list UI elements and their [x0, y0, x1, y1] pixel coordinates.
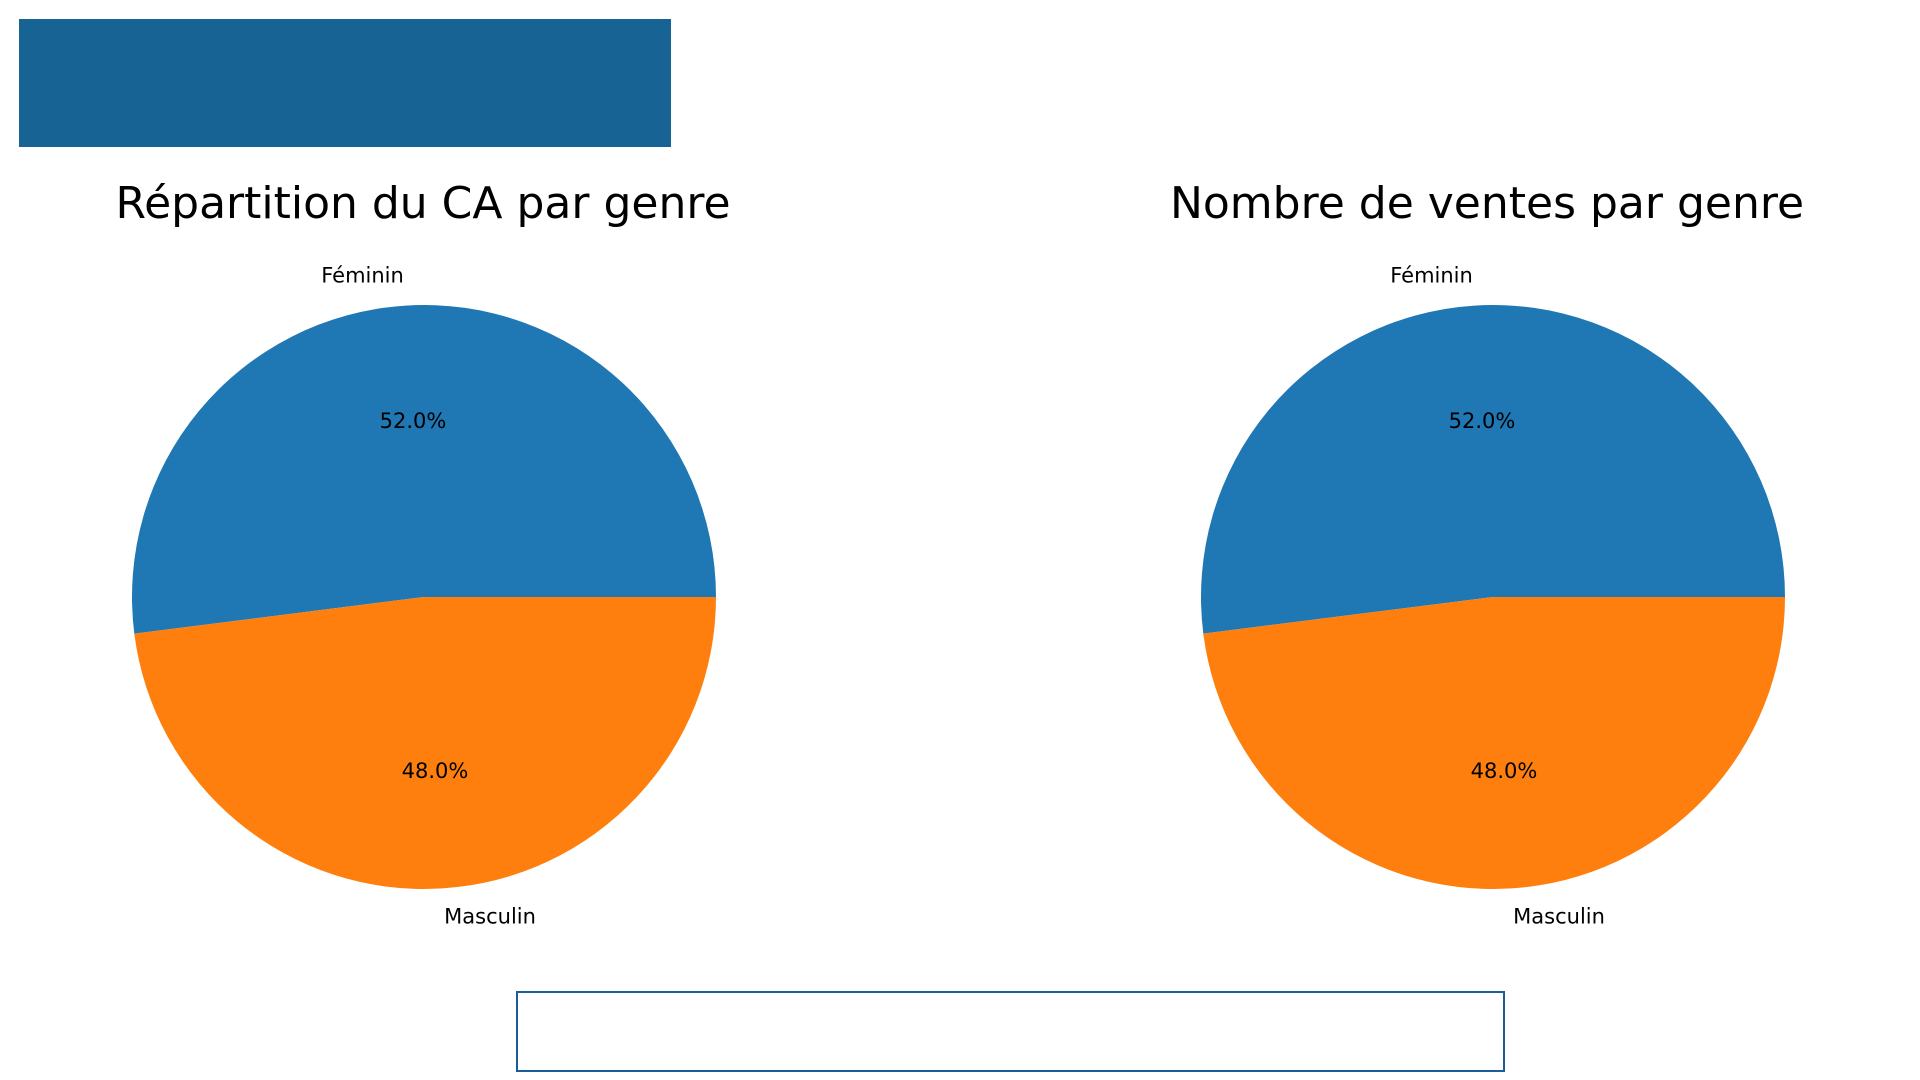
slice-category-label: Féminin: [321, 263, 404, 287]
slice-percent-label: 48.0%: [402, 759, 469, 783]
pie-slice-feminin: [1201, 305, 1785, 634]
pie-chart-sales-count-by-gender: Nombre de ventes par genre Féminin 52.0% M…: [1170, 178, 1804, 929]
slice-category-label: Masculin: [444, 905, 536, 929]
slice-category-label: Masculin: [1513, 905, 1605, 929]
header-banner: [19, 19, 671, 147]
chart-title: Répartition du CA par genre: [115, 178, 730, 229]
slice-percent-label: 48.0%: [1471, 759, 1538, 783]
pie-labels: Féminin 52.0% Masculin 48.0%: [321, 263, 536, 928]
pie-slices: [1201, 305, 1785, 890]
pie-slices: [132, 305, 717, 890]
slice-percent-label: 52.0%: [1449, 409, 1516, 433]
pie-chart-revenue-by-gender: Répartition du CA par genre Féminin 52.0%…: [115, 178, 730, 929]
footer-caption-box: [516, 991, 1505, 1072]
pie-slice-masculin: [1203, 597, 1785, 890]
slice-percent-label: 52.0%: [380, 409, 447, 433]
pie-slice-masculin: [134, 597, 717, 890]
pie-labels: Féminin 52.0% Masculin 48.0%: [1390, 263, 1605, 928]
pie-slice-feminin: [132, 305, 716, 634]
chart-title: Nombre de ventes par genre: [1170, 178, 1804, 229]
slice-category-label: Féminin: [1390, 263, 1473, 287]
